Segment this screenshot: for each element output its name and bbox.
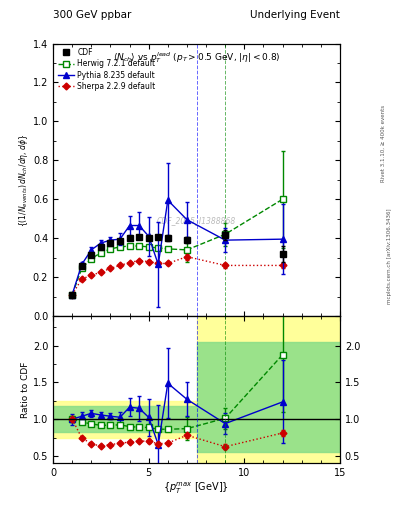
Legend: CDF, Herwig 7.2.1 default, Pythia 8.235 default, Sherpa 2.2.9 default: CDF, Herwig 7.2.1 default, Pythia 8.235 … [55, 45, 159, 94]
Y-axis label: Ratio to CDF: Ratio to CDF [21, 361, 30, 418]
Text: Underlying Event: Underlying Event [250, 10, 340, 20]
Bar [53, 401, 196, 438]
Bar [53, 406, 196, 433]
X-axis label: $\{p_T^{max}$ [GeV]$\}$: $\{p_T^{max}$ [GeV]$\}$ [163, 481, 230, 497]
Text: $\langle N_{ch}\rangle$ vs $p_T^{lead}$ ($p_T > 0.5$ GeV, $|\eta| < 0.8$): $\langle N_{ch}\rangle$ vs $p_T^{lead}$ … [113, 50, 280, 65]
Text: Rivet 3.1.10, ≥ 400k events: Rivet 3.1.10, ≥ 400k events [381, 105, 386, 182]
Text: CDF_2015_I1388868: CDF_2015_I1388868 [157, 216, 236, 225]
Bar [196, 316, 340, 463]
Bar [196, 342, 340, 452]
Text: mcplots.cern.ch [arXiv:1306.3436]: mcplots.cern.ch [arXiv:1306.3436] [387, 208, 392, 304]
Text: 300 GeV ppbar: 300 GeV ppbar [53, 10, 131, 20]
Y-axis label: $\{(1/N_{events})\,dN_{ch}/d\eta,\,d\phi\}$: $\{(1/N_{events})\,dN_{ch}/d\eta,\,d\phi… [17, 133, 30, 227]
